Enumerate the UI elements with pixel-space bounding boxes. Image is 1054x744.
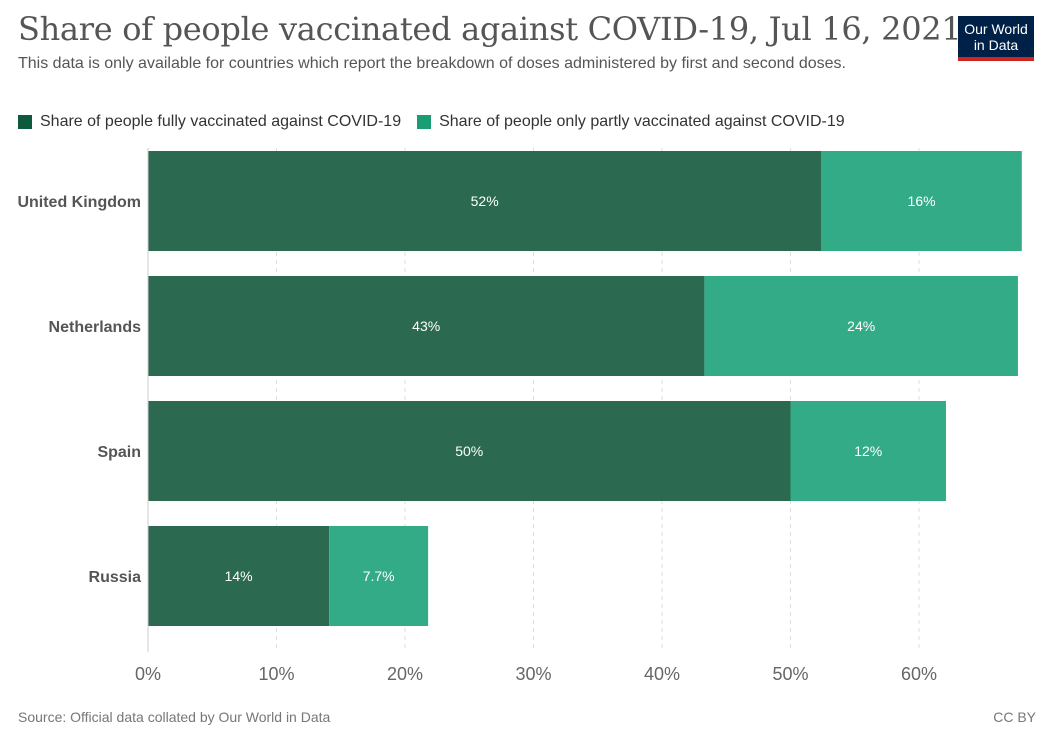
category-label: Spain: [97, 444, 141, 461]
source-note[interactable]: Source: Official data collated by Our Wo…: [18, 709, 331, 725]
logo-line-1: Our World: [964, 21, 1028, 37]
legend-label-partly: Share of people only partly vaccinated a…: [439, 113, 845, 130]
bar-partly-netherlands[interactable]: [704, 276, 1018, 376]
data-label: 52%: [471, 193, 499, 209]
x-tick-label: 60%: [901, 664, 937, 684]
bar-fully-netherlands[interactable]: [148, 276, 705, 376]
data-label: 43%: [412, 318, 440, 334]
x-tick-label: 50%: [772, 664, 808, 684]
chart-subtitle: This data is only available for countrie…: [18, 55, 846, 72]
category-label: Russia: [89, 569, 142, 586]
bar-fully-russia[interactable]: [148, 526, 330, 626]
data-label: 24%: [847, 318, 875, 334]
bar-partly-united-kingdom[interactable]: [821, 151, 1022, 251]
legend-item-partly[interactable]: Share of people only partly vaccinated a…: [417, 113, 845, 131]
x-tick-label: 40%: [644, 664, 680, 684]
category-label: United Kingdom: [17, 194, 141, 211]
bar-partly-russia[interactable]: [329, 526, 429, 626]
category-label: Netherlands: [49, 319, 142, 336]
data-label: 7.7%: [363, 568, 395, 584]
data-label: 12%: [854, 443, 882, 459]
chart-legend: Share of people fully vaccinated against…: [18, 113, 861, 131]
data-label: 14%: [225, 568, 253, 584]
bar-partly-spain[interactable]: [790, 401, 946, 501]
legend-item-fully[interactable]: Share of people fully vaccinated against…: [18, 113, 401, 131]
legend-swatch-partly: [417, 115, 432, 129]
logo-line-2: in Data: [973, 37, 1019, 53]
data-label: 16%: [908, 193, 936, 209]
legend-label-fully: Share of people fully vaccinated against…: [40, 113, 402, 130]
owid-logo[interactable]: Our World in Data: [958, 16, 1034, 61]
x-tick-label: 10%: [258, 664, 294, 684]
data-label: 50%: [455, 443, 483, 459]
legend-swatch-fully: [18, 115, 32, 129]
license-note[interactable]: CC BY: [993, 709, 1036, 725]
bar-chart: 52% 16% United Kingdom 43% 24% Netherlands 50%…: [17, 148, 1022, 684]
chart-title: Share of people vaccinated against COVID…: [18, 10, 962, 48]
bar-fully-spain[interactable]: [148, 401, 791, 501]
x-tick-label: 30%: [515, 664, 551, 684]
x-tick-label: 0%: [135, 664, 161, 684]
x-tick-label: 20%: [387, 664, 423, 684]
bar-fully-united-kingdom[interactable]: [148, 151, 822, 251]
